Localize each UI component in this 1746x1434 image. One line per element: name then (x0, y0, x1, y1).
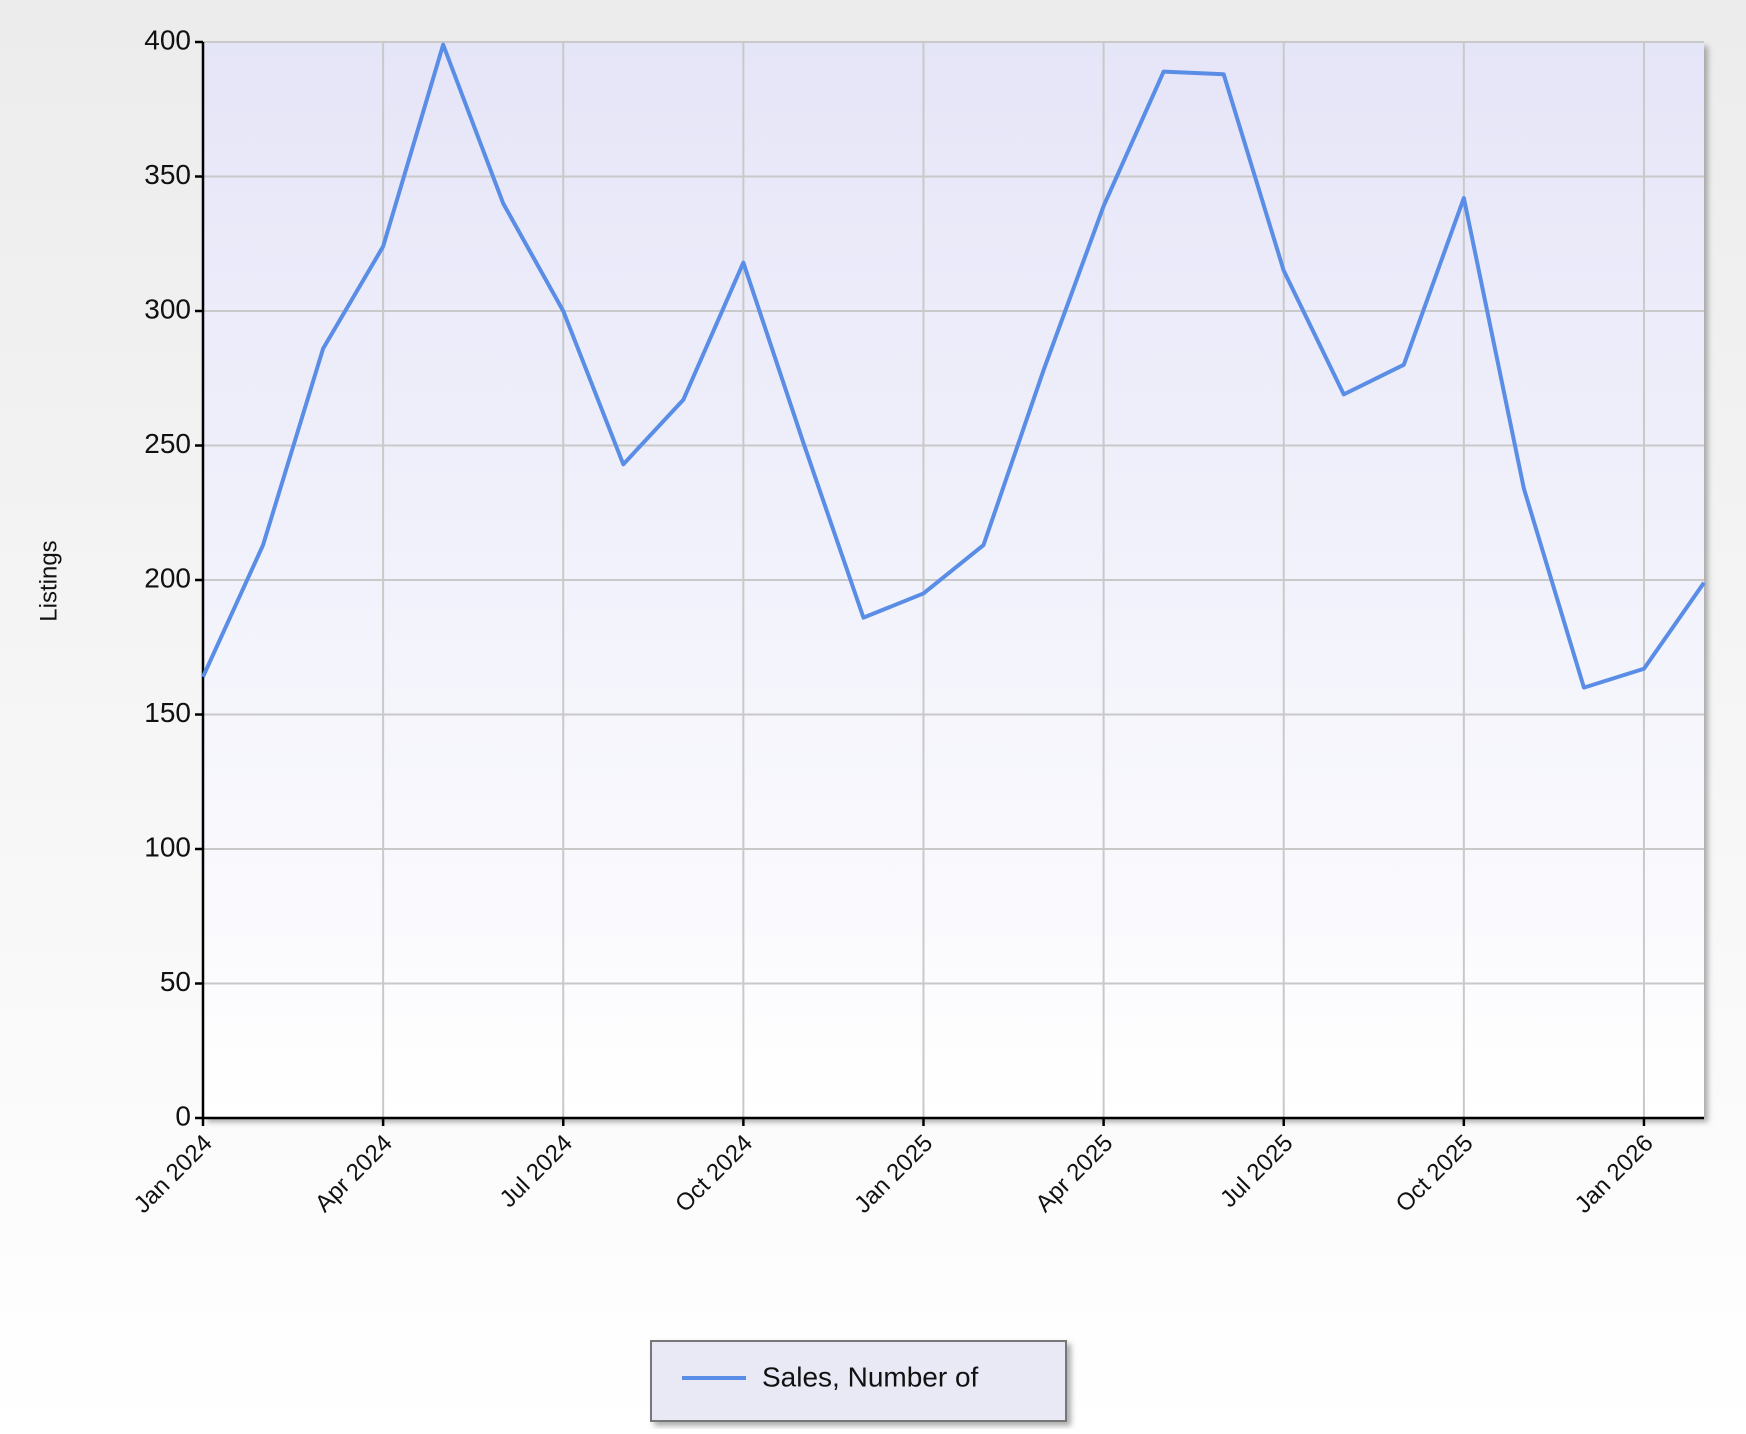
y-tick-label: 250 (144, 428, 191, 459)
legend-label: Sales, Number of (762, 1361, 979, 1392)
x-tick-label: Jan 2024 (129, 1130, 218, 1219)
x-tick-label: Oct 2025 (1391, 1130, 1479, 1218)
x-tick-label: Jan 2026 (1570, 1130, 1659, 1219)
x-tick-label: Jul 2025 (1215, 1130, 1298, 1213)
y-tick-label: 350 (144, 159, 191, 190)
y-tick-label: 200 (144, 562, 191, 593)
x-tick-label: Apr 2025 (1030, 1130, 1118, 1218)
y-tick-label: 300 (144, 293, 191, 324)
line-series (201, 42, 1706, 690)
y-tick-label: 150 (144, 697, 191, 728)
x-tick-label: Jul 2024 (495, 1130, 578, 1213)
y-tick-label: 400 (144, 24, 191, 55)
x-tick-label: Apr 2024 (310, 1130, 398, 1218)
y-tick-label: 100 (144, 831, 191, 862)
y-tick-label: 0 (175, 1100, 191, 1131)
legend: Sales, Number of (650, 1340, 1067, 1422)
x-tick-label: Oct 2024 (670, 1130, 758, 1218)
y-axis-title: Listings (35, 540, 62, 621)
y-tick-label: 50 (160, 966, 191, 997)
legend-box (650, 1340, 1067, 1422)
x-tick-label: Jan 2025 (849, 1130, 938, 1219)
